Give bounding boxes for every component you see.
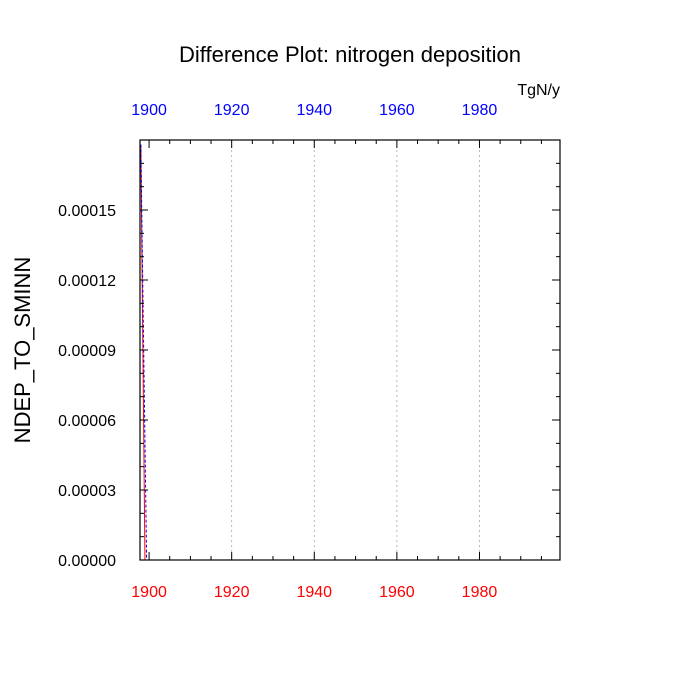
x-axis-ticks: 1900 1900 1920 1920 1940 1940 1960 1960 1980 1980 <box>131 102 542 601</box>
x-tick-label-top: 1920 <box>214 102 250 119</box>
x-tick-label-bottom: 1900 <box>131 584 167 601</box>
y-axis-label: NDEP_TO_SMINN <box>10 257 35 444</box>
y-tick-label: 0.00012 <box>58 273 116 290</box>
x-tick-label-bottom: 1940 <box>296 584 332 601</box>
units-label: TgN/y <box>517 82 560 99</box>
series-group <box>140 144 560 561</box>
x-tick-label-top: 1960 <box>379 102 415 119</box>
y-tick-label: 0.00000 <box>58 553 116 570</box>
y-tick-label: 0.00006 <box>58 413 116 430</box>
series-line-2 <box>140 144 560 561</box>
x-tick-label-top: 1980 <box>462 102 498 119</box>
series-line-1 <box>140 144 560 561</box>
y-tick-label: 0.00003 <box>58 483 116 500</box>
plot-frame <box>139 139 561 561</box>
x-tick-label-top: 1940 <box>296 102 332 119</box>
x-tick-label-top: 1900 <box>131 102 167 119</box>
x-tick-label-bottom: 1980 <box>462 584 498 601</box>
y-tick-label: 0.00015 <box>58 203 116 220</box>
x-tick-label-bottom: 1920 <box>214 584 250 601</box>
x-gridlines <box>231 140 480 560</box>
x-tick-label-bottom: 1960 <box>379 584 415 601</box>
chart-title: Difference Plot: nitrogen deposition <box>179 42 521 67</box>
y-axis-ticks: 0.00000 0.00003 0.00006 0.00009 0.00012 0.000… <box>58 139 560 570</box>
y-tick-label: 0.00009 <box>58 343 116 360</box>
